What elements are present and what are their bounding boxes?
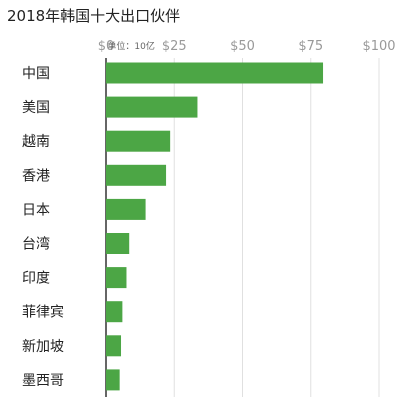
chart-title: 2018年韩国十大出口伙伴 bbox=[7, 7, 181, 25]
bar-0 bbox=[106, 62, 324, 84]
x-tick-labels: $0 $25 $50 $75 $100 单位：10亿 bbox=[98, 39, 396, 54]
bar-4 bbox=[106, 198, 146, 220]
category-label-0: 中国 bbox=[22, 66, 50, 82]
category-label-1: 美国 bbox=[22, 100, 50, 116]
category-label-9: 墨西哥 bbox=[22, 373, 64, 389]
x-tick-label-75: $75 bbox=[298, 39, 323, 54]
bar-1 bbox=[106, 96, 198, 118]
bars bbox=[106, 62, 324, 391]
category-label-7: 菲律宾 bbox=[22, 305, 64, 321]
bar-9 bbox=[106, 369, 120, 391]
category-label-6: 印度 bbox=[22, 271, 50, 287]
category-label-2: 越南 bbox=[22, 134, 50, 150]
bar-6 bbox=[106, 267, 127, 289]
x-tick-label-0: $0 bbox=[98, 39, 115, 54]
bar-8 bbox=[106, 335, 122, 357]
x-tick-label-50: $50 bbox=[230, 39, 255, 54]
bar-7 bbox=[106, 301, 123, 323]
category-label-3: 香港 bbox=[22, 168, 50, 184]
bar-3 bbox=[106, 164, 167, 186]
unit-label: 单位：10亿 bbox=[107, 40, 154, 52]
bar-2 bbox=[106, 130, 171, 152]
bar-5 bbox=[106, 233, 130, 254]
category-label-4: 日本 bbox=[22, 202, 50, 218]
x-tick-label-25: $25 bbox=[162, 39, 187, 54]
x-tick-label-100: $100 bbox=[362, 39, 395, 54]
category-label-8: 新加坡 bbox=[22, 339, 64, 355]
category-label-5: 台湾 bbox=[22, 236, 50, 253]
